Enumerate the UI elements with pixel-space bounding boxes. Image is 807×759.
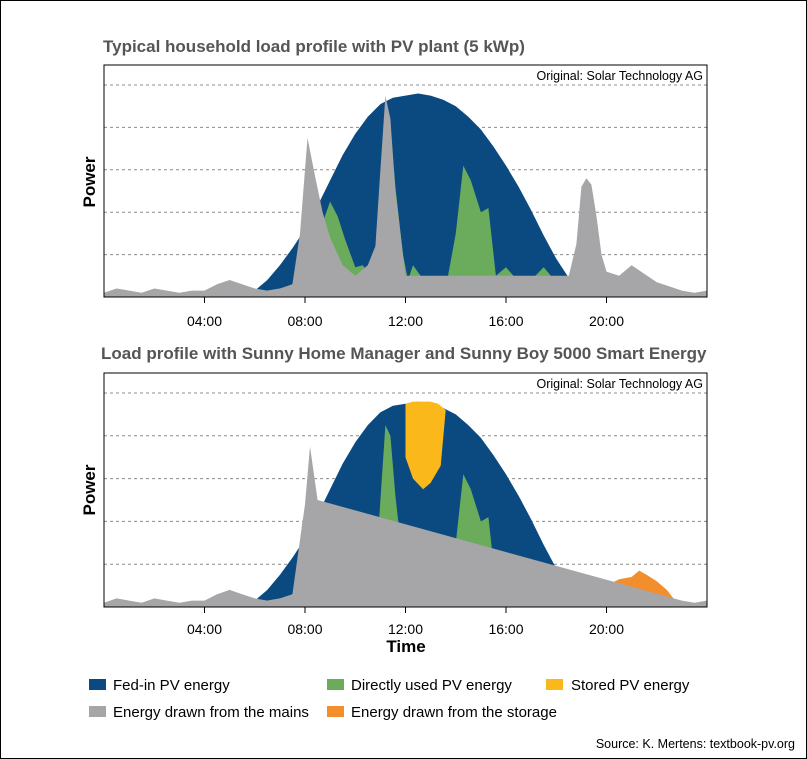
legend-swatch-fed-in — [89, 679, 106, 690]
chart1-area-pv — [242, 93, 594, 297]
chart1-area-mains — [104, 95, 707, 297]
chart1-xtick-label: 12:00 — [388, 313, 423, 329]
chart2-xtick-label: 20:00 — [589, 621, 624, 637]
legend: Fed-in PV energy Directly used PV energy… — [89, 677, 690, 721]
chart1-ylabel: Power — [80, 156, 99, 207]
legend-swatch-direct — [327, 679, 344, 690]
chart1-xtick-label: 20:00 — [589, 313, 624, 329]
legend-label-stored: Stored PV energy — [571, 677, 690, 694]
chart1-plot: Original: Solar Technology AG 04:00 08:00 1… — [103, 64, 708, 329]
chart2-annotation: Original: Solar Technology AG — [536, 377, 703, 391]
chart1-title: Typical household load profile with PV p… — [103, 37, 525, 56]
legend-label-mains: Energy drawn from the mains — [113, 704, 309, 721]
chart2-xlabel: Time — [386, 637, 425, 656]
chart1-xtick-label: 16:00 — [488, 313, 523, 329]
chart2-title: Load profile with Sunny Home Manager and… — [101, 344, 707, 363]
legend-swatch-stored — [546, 679, 563, 690]
chart2-ylabel: Power — [80, 464, 99, 515]
source-note: Source: K. Mertens: textbook-pv.org — [596, 737, 795, 751]
chart2-plot: Original: Solar Technology AG 04:00 08:00 1… — [103, 372, 708, 637]
legend-swatch-mains — [89, 706, 106, 717]
chart1-xtick-label: 08:00 — [287, 313, 322, 329]
chart2-area-mains — [104, 446, 707, 607]
legend-label-fed-in: Fed-in PV energy — [113, 677, 230, 694]
chart2-area-stored — [405, 401, 446, 490]
chart1-xtick-label: 04:00 — [187, 313, 222, 329]
chart1-annotation: Original: Solar Technology AG — [536, 69, 703, 83]
chart2-xtick-label: 04:00 — [187, 621, 222, 637]
legend-label-storage: Energy drawn from the storage — [351, 704, 557, 721]
legend-swatch-storage — [327, 706, 344, 717]
legend-label-direct: Directly used PV energy — [351, 677, 512, 694]
chart2-xtick-label: 12:00 — [388, 621, 423, 637]
chart2-xtick-label: 08:00 — [287, 621, 322, 637]
chart2-xtick-label: 16:00 — [488, 621, 523, 637]
